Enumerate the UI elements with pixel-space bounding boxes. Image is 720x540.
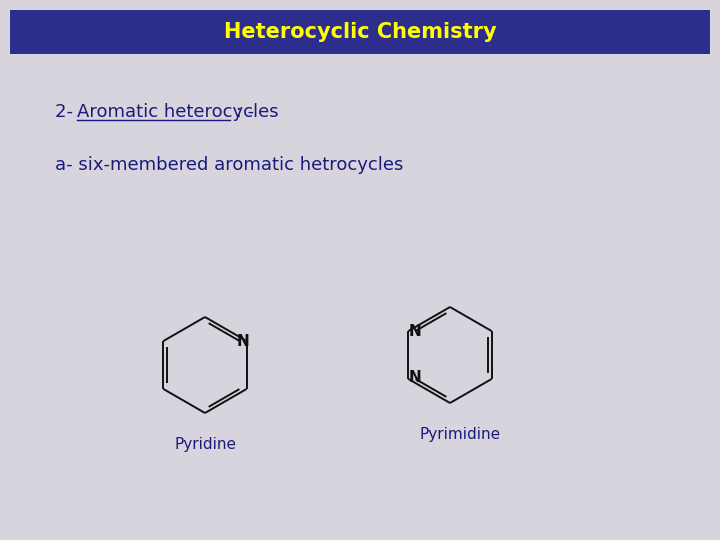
Text: Aromatic heterocycles: Aromatic heterocycles [77, 103, 279, 121]
Text: N: N [409, 325, 422, 340]
FancyBboxPatch shape [10, 10, 710, 54]
Text: N: N [409, 370, 422, 386]
Text: a- six-membered aromatic hetrocycles: a- six-membered aromatic hetrocycles [55, 156, 403, 174]
Text: Heterocyclic Chemistry: Heterocyclic Chemistry [224, 22, 496, 42]
Text: Pyrimidine: Pyrimidine [420, 428, 500, 442]
Text: 2-: 2- [55, 103, 78, 121]
Text: N: N [236, 334, 249, 349]
Text: Pyridine: Pyridine [174, 437, 236, 453]
Text: : -: : - [230, 103, 254, 121]
